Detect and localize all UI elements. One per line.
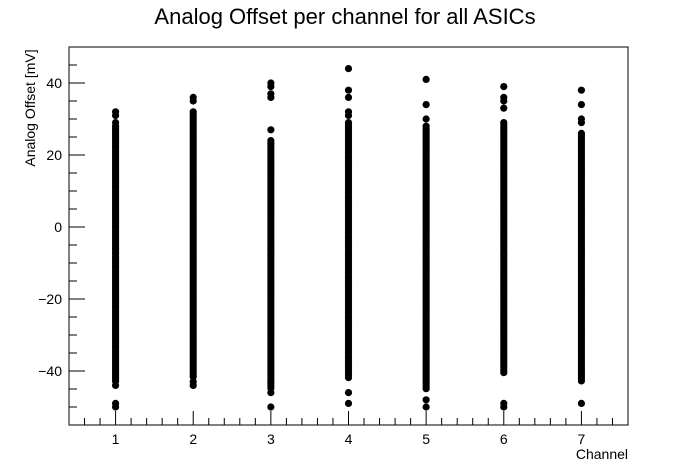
data-point-outlier [577,119,586,127]
data-point-outlier [267,93,275,101]
data-point-outlier [344,399,353,407]
x-tick-label: 1 [112,431,120,447]
data-point-outlier [577,399,586,407]
y-tick-label: 0 [54,219,62,235]
x-tick-label: 2 [189,431,197,447]
y-tick-label: 20 [46,147,62,163]
data-point [344,374,353,382]
data-point-outlier [111,381,120,389]
data-point [422,385,430,393]
x-axis: 1 2 3 4 5 6 7 [68,411,629,447]
data-point-outlier [422,75,430,83]
data-point-outlier [500,403,508,411]
data-point-outlier [189,381,197,389]
data-points [111,65,586,411]
data-point-outlier [267,83,275,91]
data-point-outlier [500,104,508,112]
data-point [189,373,197,381]
data-point-outlier [111,111,120,119]
data-point-outlier [344,389,353,397]
data-point-outlier [422,403,430,411]
x-tick-label: 7 [578,431,586,447]
data-point-outlier [500,83,508,91]
data-point-outlier [344,86,353,94]
data-point-outlier [344,93,353,101]
x-tick-label: 5 [422,431,430,447]
y-axis-label: Analog Offset [mV] [22,49,38,166]
data-point-outlier [267,126,275,134]
data-point-outlier [111,119,120,127]
data-point-outlier [422,396,430,404]
data-point-outlier [577,101,586,109]
x-tick-label: 3 [267,431,275,447]
data-point-outlier [422,101,430,109]
x-axis-label: Channel [576,446,628,462]
x-tick-label: 4 [345,431,353,447]
data-point [577,377,586,385]
y-axis: −40 −20 0 20 40 [38,46,85,426]
data-point-outlier [500,97,508,105]
data-point-outlier [267,403,275,411]
data-point-outlier [189,97,197,105]
y-tick-label: −20 [38,291,62,307]
data-point-outlier [344,65,353,73]
x-tick-label: 6 [500,431,508,447]
data-point-outlier [344,111,353,119]
chart-title: Analog Offset per channel for all ASICs [154,4,535,29]
data-point-outlier [577,86,586,94]
data-point-outlier [267,389,275,397]
data-point-outlier [422,115,430,123]
y-tick-label: 40 [46,75,62,91]
data-point-outlier [111,403,120,411]
y-tick-label: −40 [38,363,62,379]
data-point [500,369,508,377]
